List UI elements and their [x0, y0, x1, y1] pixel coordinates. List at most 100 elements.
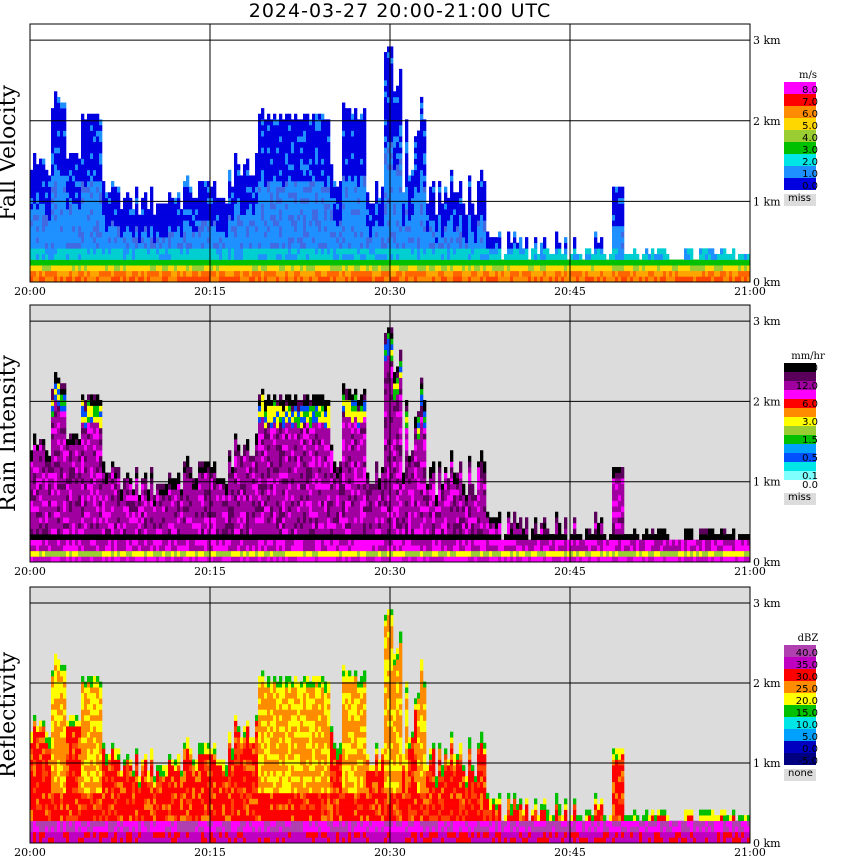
heatmap-cell	[90, 270, 94, 277]
heatmap-cell	[453, 265, 457, 272]
heatmap-cell	[321, 181, 325, 187]
heatmap-cell	[108, 225, 112, 232]
heatmap-cell	[159, 220, 163, 227]
heatmap-cell	[39, 265, 43, 272]
heatmap-cell	[651, 248, 655, 255]
heatmap-cell	[699, 253, 703, 260]
heatmap-cell	[90, 276, 94, 283]
heatmap-cell	[459, 203, 463, 210]
heatmap-cell	[144, 534, 148, 540]
heatmap-cell	[351, 175, 355, 182]
heatmap-cell	[354, 265, 358, 272]
heatmap-cell	[63, 422, 67, 429]
heatmap-cell	[363, 113, 367, 120]
heatmap-cell	[177, 534, 181, 540]
heatmap-cell	[348, 237, 352, 244]
heatmap-cell	[96, 522, 100, 529]
heatmap-cell	[651, 265, 655, 272]
heatmap-cell	[51, 242, 55, 249]
heatmap-cell	[147, 209, 151, 215]
heatmap-cell	[483, 237, 487, 244]
heatmap-cell	[441, 265, 445, 272]
heatmap-cell	[81, 467, 85, 473]
heatmap-cell	[747, 253, 751, 260]
heatmap-cell	[381, 237, 385, 244]
heatmap-cell	[282, 181, 286, 187]
heatmap-cell	[525, 259, 529, 266]
heatmap-cell	[219, 203, 223, 210]
heatmap-cell	[147, 528, 151, 535]
heatmap-cell	[618, 248, 622, 255]
heatmap-cell	[60, 209, 64, 215]
heatmap-cell	[378, 220, 382, 227]
heatmap-cell	[342, 147, 346, 154]
heatmap-cell	[342, 186, 346, 193]
heatmap-cell	[75, 265, 79, 272]
heatmap-cell	[399, 153, 403, 159]
heatmap-cell	[357, 237, 361, 244]
heatmap-cell	[240, 237, 244, 244]
heatmap-cell	[201, 270, 205, 277]
heatmap-cell	[351, 265, 355, 272]
heatmap-cell	[189, 209, 193, 215]
heatmap-cell	[63, 545, 67, 552]
x-tick-label: 20:30	[374, 285, 406, 298]
heatmap-cell	[414, 164, 418, 171]
heatmap-cell	[84, 422, 88, 429]
heatmap-cell	[30, 478, 34, 485]
heatmap-cell	[162, 265, 166, 272]
heatmap-cell	[84, 270, 88, 277]
heatmap-cell	[363, 276, 367, 283]
heatmap-cell	[93, 467, 97, 473]
heatmap-cell	[285, 231, 289, 238]
heatmap-cell	[468, 259, 472, 266]
heatmap-cell	[33, 158, 37, 165]
heatmap-cell	[294, 237, 298, 244]
heatmap-cell	[72, 220, 76, 227]
heatmap-cell	[543, 270, 547, 277]
heatmap-cell	[423, 242, 427, 249]
heatmap-cell	[651, 276, 655, 283]
heatmap-cell	[258, 153, 262, 159]
heatmap-cell	[138, 550, 142, 557]
heatmap-cell	[438, 242, 442, 249]
panel-label: Reflectivity	[0, 651, 21, 778]
heatmap-cell	[420, 214, 424, 221]
heatmap-cell	[480, 248, 484, 255]
heatmap-cell	[30, 455, 34, 462]
heatmap-cell	[321, 113, 325, 120]
heatmap-cell	[183, 253, 187, 260]
heatmap-cell	[75, 455, 79, 462]
heatmap-cell	[318, 186, 322, 193]
heatmap-cell	[414, 197, 418, 204]
heatmap-cell	[99, 136, 103, 143]
heatmap-cell	[432, 248, 436, 255]
heatmap-cell	[78, 556, 82, 563]
heatmap-cell	[267, 259, 271, 266]
heatmap-cell	[387, 63, 391, 70]
heatmap-cell	[75, 500, 79, 507]
heatmap-cell	[150, 197, 154, 204]
heatmap-cell	[657, 259, 661, 266]
heatmap-cell	[33, 237, 37, 244]
heatmap-cell	[81, 153, 85, 159]
heatmap-cell	[90, 265, 94, 272]
heatmap-cell	[69, 220, 73, 227]
heatmap-cell	[138, 506, 142, 513]
heatmap-cell	[171, 209, 175, 215]
heatmap-cell	[339, 197, 343, 204]
heatmap-cell	[429, 192, 433, 199]
heatmap-cell	[204, 197, 208, 204]
heatmap-cell	[354, 147, 358, 154]
heatmap-cell	[441, 203, 445, 210]
heatmap-cell	[129, 231, 133, 238]
heatmap-cell	[315, 231, 319, 238]
heatmap-cell	[480, 186, 484, 193]
heatmap-cell	[459, 192, 463, 199]
heatmap-cell	[66, 494, 70, 501]
heatmap-cell	[330, 225, 334, 232]
heatmap-cell	[165, 237, 169, 244]
heatmap-cell	[330, 169, 334, 176]
heatmap-cell	[693, 276, 697, 283]
heatmap-cell	[36, 478, 40, 485]
